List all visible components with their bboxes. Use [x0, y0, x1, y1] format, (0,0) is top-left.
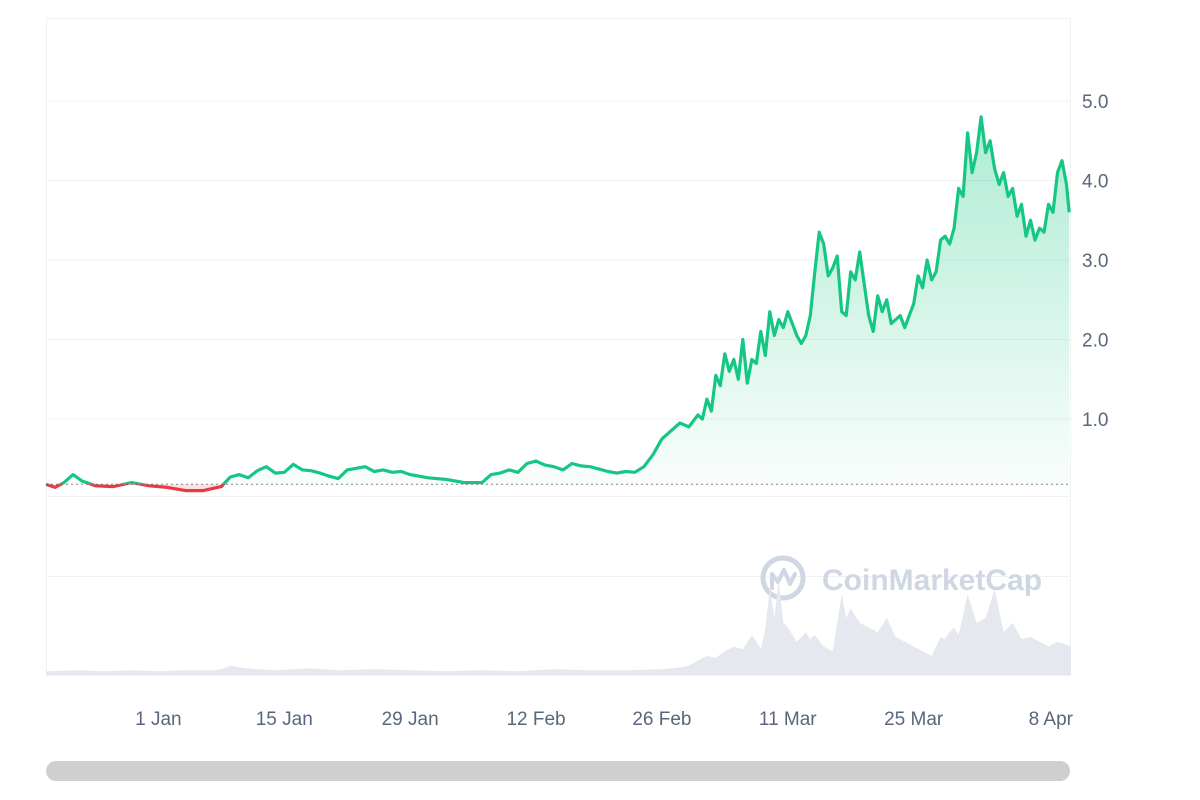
price-series: [45, 115, 1071, 493]
coinmarketcap-watermark: CoinMarketCap: [760, 555, 1042, 601]
y-tick-label: 1.0: [1082, 410, 1108, 431]
x-tick-label: 11 Mar: [759, 709, 817, 730]
watermark-text: CoinMarketCap: [822, 564, 1042, 597]
y-tick-label: 5.0: [1082, 92, 1108, 113]
price-line-up: [46, 115, 1071, 485]
x-tick-label: 8 Apr: [1029, 709, 1074, 730]
x-tick-label: 12 Feb: [506, 709, 565, 730]
price-area-up: [46, 116, 1070, 485]
y-tick-label: 4.0: [1082, 172, 1108, 193]
timeline-scrollbar[interactable]: [46, 761, 1070, 781]
y-tick-label: 2.0: [1082, 331, 1108, 352]
x-tick-label: 1 Jan: [135, 709, 181, 730]
y-tick-label: 3.0: [1082, 251, 1108, 272]
x-axis-ticks: 1 Jan 15 Jan 29 Jan 12 Feb 26 Feb 11 Mar 25 Ma…: [135, 709, 1074, 730]
plot-frame: [46, 18, 1071, 676]
volume-area: [46, 580, 1071, 675]
coinmarketcap-logo-icon: [760, 555, 806, 601]
x-tick-label: 15 Jan: [256, 709, 313, 730]
x-tick-label: 29 Jan: [382, 709, 439, 730]
x-tick-label: 26 Feb: [632, 709, 691, 730]
x-tick-label: 25 Mar: [884, 709, 944, 730]
y-axis-ticks: 1.0 2.0 3.0 4.0 5.0: [1082, 92, 1108, 431]
volume-series: [46, 580, 1071, 675]
